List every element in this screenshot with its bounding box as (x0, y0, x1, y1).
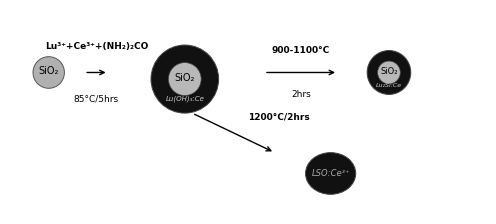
Ellipse shape (367, 51, 411, 95)
Text: 900-1100°C: 900-1100°C (272, 46, 330, 55)
Text: Lu₂Si:Ce: Lu₂Si:Ce (376, 83, 402, 88)
Text: Lu(OH)₃:Ce: Lu(OH)₃:Ce (165, 96, 204, 102)
Ellipse shape (33, 57, 64, 88)
Text: Lu³⁺+Ce³⁺+(NH₂)₂CO: Lu³⁺+Ce³⁺+(NH₂)₂CO (45, 41, 148, 51)
Ellipse shape (377, 61, 400, 84)
Text: 2hrs: 2hrs (291, 90, 311, 99)
Text: 85°C/5hrs: 85°C/5hrs (74, 95, 119, 103)
Text: SiO₂: SiO₂ (175, 73, 195, 83)
Ellipse shape (306, 153, 356, 194)
Text: LSO:Ce³⁺: LSO:Ce³⁺ (311, 169, 350, 178)
Ellipse shape (169, 62, 201, 95)
Text: SiO₂: SiO₂ (380, 67, 398, 76)
Ellipse shape (151, 45, 219, 113)
Text: 1200°C/2hrs: 1200°C/2hrs (248, 113, 310, 122)
Text: SiO₂: SiO₂ (39, 66, 59, 76)
